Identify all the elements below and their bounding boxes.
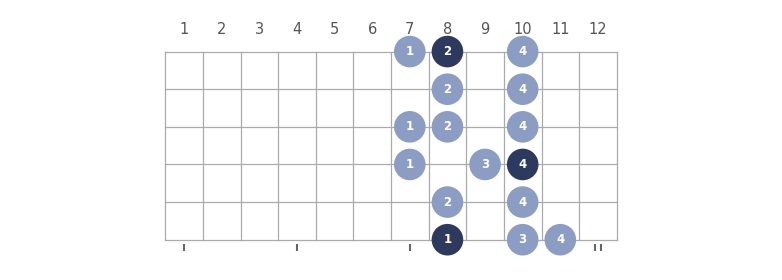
Text: 2: 2: [217, 22, 226, 36]
Text: 4: 4: [518, 196, 527, 209]
Text: 3: 3: [518, 233, 527, 246]
Text: 1: 1: [443, 233, 451, 246]
Ellipse shape: [394, 149, 425, 180]
Text: 1: 1: [406, 158, 414, 171]
Text: 1: 1: [406, 120, 414, 133]
Ellipse shape: [432, 186, 463, 218]
Ellipse shape: [544, 224, 576, 256]
Text: 5: 5: [330, 22, 339, 36]
Text: 4: 4: [518, 83, 527, 96]
Text: 1: 1: [179, 22, 188, 36]
Text: 2: 2: [443, 120, 451, 133]
Text: 3: 3: [481, 158, 489, 171]
Ellipse shape: [507, 36, 539, 67]
Ellipse shape: [394, 111, 425, 143]
Text: 12: 12: [589, 22, 608, 36]
Ellipse shape: [507, 73, 539, 105]
Ellipse shape: [507, 186, 539, 218]
Ellipse shape: [432, 36, 463, 67]
Ellipse shape: [432, 73, 463, 105]
Ellipse shape: [507, 149, 539, 180]
Text: 4: 4: [518, 158, 527, 171]
Ellipse shape: [507, 224, 539, 256]
Text: 4: 4: [292, 22, 302, 36]
Ellipse shape: [432, 111, 463, 143]
Ellipse shape: [394, 36, 425, 67]
Text: 9: 9: [480, 22, 490, 36]
Ellipse shape: [507, 111, 539, 143]
Text: 6: 6: [368, 22, 377, 36]
Text: 2: 2: [443, 196, 451, 209]
Text: 4: 4: [556, 233, 565, 246]
Text: 3: 3: [255, 22, 264, 36]
Text: 11: 11: [551, 22, 569, 36]
Text: 2: 2: [443, 83, 451, 96]
Text: 8: 8: [443, 22, 452, 36]
Text: 2: 2: [443, 45, 451, 58]
Text: 4: 4: [518, 45, 527, 58]
Ellipse shape: [469, 149, 500, 180]
Text: 7: 7: [405, 22, 414, 36]
Ellipse shape: [432, 224, 463, 256]
Text: 1: 1: [406, 45, 414, 58]
Text: 10: 10: [513, 22, 532, 36]
Text: 4: 4: [518, 120, 527, 133]
